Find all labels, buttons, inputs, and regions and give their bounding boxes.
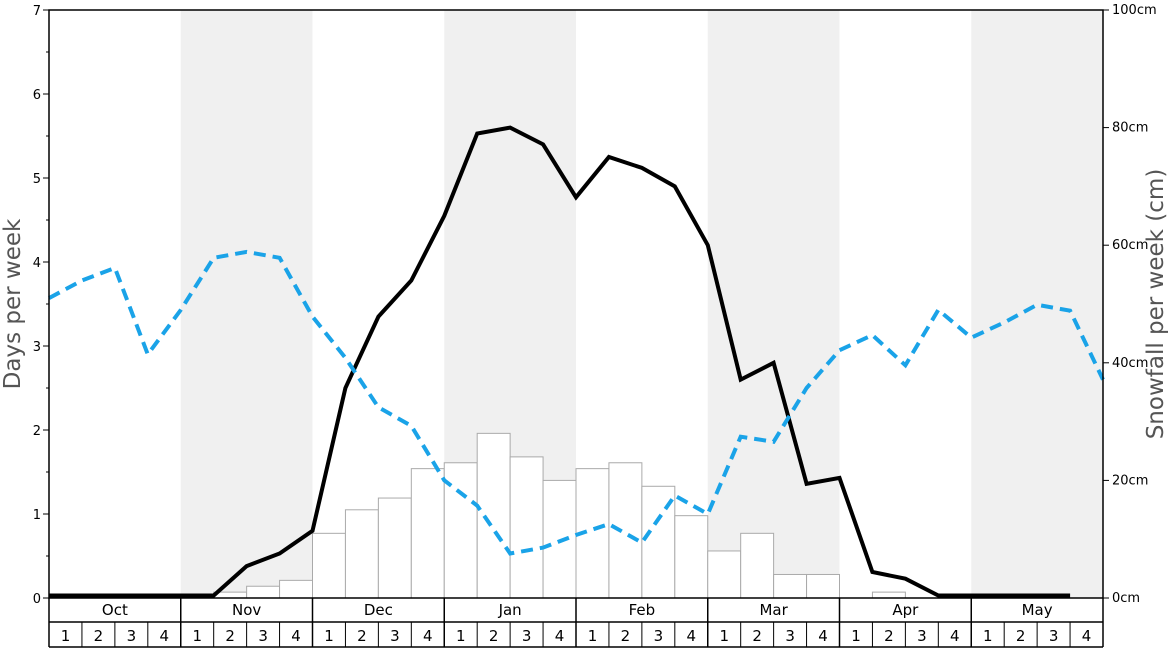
month-label-jan: Jan [498, 601, 522, 619]
week-label: 2 [94, 627, 104, 645]
week-label: 3 [785, 627, 795, 645]
left-tick-label: 7 [33, 4, 41, 19]
month-label-apr: Apr [892, 601, 919, 619]
snowfall-bar [279, 579, 313, 599]
month-shade-may [971, 10, 1103, 598]
snowfall-bar [410, 468, 445, 599]
right-tick-label: 80cm [1112, 121, 1148, 136]
left-tick-label: 1 [33, 508, 41, 523]
week-label: 1 [192, 627, 202, 645]
month-label-dec: Dec [364, 601, 393, 619]
week-label: 4 [1082, 627, 1092, 645]
left-tick-label: 6 [33, 88, 41, 103]
right-tick-label: 100cm [1112, 3, 1157, 18]
lines [48, 125, 1105, 598]
month-label-feb: Feb [629, 601, 656, 619]
snowfall-bar [476, 432, 511, 599]
month-shading [180, 10, 1103, 598]
week-label: 4 [291, 627, 301, 645]
week-label: 1 [324, 627, 334, 645]
left-tick-label: 5 [33, 172, 41, 187]
week-label: 4 [818, 627, 828, 645]
right-tick-label: 20cm [1112, 473, 1148, 488]
left-axis-title: Days per week [0, 218, 26, 389]
left-tick-label: 0 [33, 592, 41, 607]
week-label: 4 [950, 627, 960, 645]
week-label: 2 [884, 627, 894, 645]
snowfall-bar [246, 585, 281, 599]
snowfall-bar [740, 532, 775, 599]
week-label: 1 [61, 627, 71, 645]
left-axis-ticks: 0 1 2 3 4 5 6 7 [33, 4, 49, 607]
week-label: 1 [456, 627, 466, 645]
month-row: Oct Nov Dec Jan Feb Mar Apr May [48, 598, 1104, 647]
week-label: 3 [522, 627, 532, 645]
week-row: 1 2 3 4 1 2 3 4 1 2 3 4 1 2 3 4 1 2 3 4 1 2 3 4 1 2 3 4 1 2 3 4 [49, 622, 1103, 648]
week-label: 4 [160, 627, 170, 645]
snowfall-bar [871, 591, 906, 599]
week-label: 4 [555, 627, 565, 645]
week-label: 2 [357, 627, 367, 645]
month-label-mar: Mar [759, 601, 788, 619]
month-label-nov: Nov [232, 601, 261, 619]
right-tick-label: 60cm [1112, 238, 1148, 253]
week-label: 1 [851, 627, 861, 645]
right-tick-label: 0cm [1112, 591, 1140, 606]
week-label: 3 [917, 627, 927, 645]
snowfall-bar [674, 515, 709, 599]
snowfall-bar [806, 573, 840, 599]
right-tick-label: 40cm [1112, 356, 1148, 371]
snowfall-bar [377, 497, 412, 599]
week-label: 4 [423, 627, 433, 645]
month-label-may: May [1022, 601, 1053, 619]
week-label: 1 [983, 627, 993, 645]
snowfall-bar [344, 509, 379, 599]
week-label: 1 [588, 627, 598, 645]
week-label: 2 [621, 627, 631, 645]
week-label: 3 [1049, 627, 1059, 645]
week-label: 2 [752, 627, 762, 645]
left-tick-label: 3 [33, 340, 41, 355]
days-line-series [49, 125, 1071, 598]
week-label: 3 [258, 627, 268, 645]
snowfall-bar [773, 573, 808, 599]
week-label: 3 [654, 627, 664, 645]
week-label: 2 [225, 627, 235, 645]
dashed-line-series [48, 249, 1105, 556]
month-shade-nov [180, 10, 313, 598]
left-tick-label: 2 [33, 424, 41, 439]
right-axis-title: Snowfall per week (cm) [1143, 169, 1168, 440]
left-tick-label: 4 [33, 256, 41, 271]
month-shade-mar [707, 10, 840, 598]
week-label: 2 [489, 627, 499, 645]
week-label: 3 [390, 627, 400, 645]
snowfall-bar [608, 462, 643, 599]
snowfall-bar [509, 456, 544, 599]
week-label: 4 [687, 627, 697, 645]
week-label: 2 [1016, 627, 1026, 645]
week-label: 3 [127, 627, 137, 645]
snowfall-bar [707, 550, 742, 599]
snowfall-bar [312, 532, 346, 599]
week-label: 1 [719, 627, 729, 645]
right-axis-ticks: 0cm 20cm 40cm 60cm 80cm 100cm [1103, 3, 1157, 606]
month-label-oct: Oct [102, 601, 128, 619]
